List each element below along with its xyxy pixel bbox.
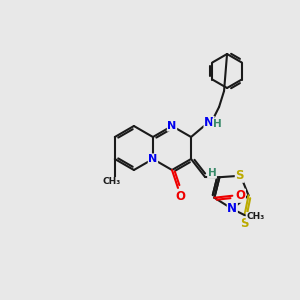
Text: O: O [236,189,245,202]
Text: S: S [240,217,249,230]
Text: O: O [175,190,185,202]
Text: CH₃: CH₃ [103,178,121,187]
Text: N: N [148,154,158,164]
Text: S: S [235,169,244,182]
Text: H: H [208,168,216,178]
Text: N: N [167,121,177,131]
Text: H: H [213,119,221,129]
Text: CH₃: CH₃ [246,212,264,221]
Text: N: N [227,202,237,215]
Text: N: N [204,116,214,130]
